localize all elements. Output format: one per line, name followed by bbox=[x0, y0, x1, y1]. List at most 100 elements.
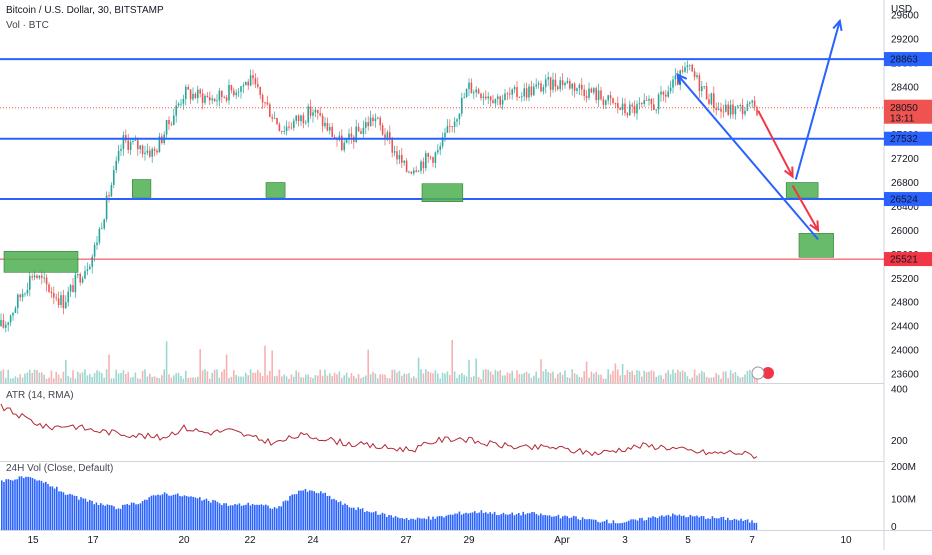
volume-legend[interactable]: Vol · BTC bbox=[6, 20, 49, 31]
price-tick-label: 25200 bbox=[891, 274, 919, 285]
volume-bar bbox=[617, 369, 619, 383]
volume-bar bbox=[355, 378, 357, 383]
candle-body bbox=[739, 105, 741, 106]
vol24-bar bbox=[610, 523, 612, 530]
candle-body bbox=[585, 96, 588, 98]
vol24-bar bbox=[496, 515, 498, 530]
candle-body bbox=[626, 113, 629, 116]
vol24-bar bbox=[452, 514, 454, 530]
volume-bar bbox=[48, 377, 50, 383]
vol24-bar bbox=[115, 509, 117, 530]
volume-bar bbox=[293, 376, 295, 383]
volume-bar bbox=[14, 376, 17, 383]
candle-body bbox=[576, 88, 578, 91]
vol24-legend[interactable]: 24H Vol (Close, Default) bbox=[6, 463, 114, 474]
vol24-bar bbox=[612, 520, 615, 530]
vol24-bar bbox=[245, 504, 247, 530]
vol24-bar bbox=[113, 506, 115, 530]
volume-bar bbox=[26, 372, 29, 383]
projection-arrow-1-head bbox=[783, 166, 794, 179]
vol24-bar bbox=[161, 494, 164, 530]
vol24-bar bbox=[383, 513, 386, 530]
time-tick-label: 29 bbox=[463, 535, 475, 546]
candle-body bbox=[158, 136, 161, 153]
candle-body bbox=[237, 91, 240, 93]
volume-bar bbox=[554, 378, 557, 383]
candle-body bbox=[720, 108, 722, 112]
vol24-bar bbox=[709, 518, 711, 530]
symbol-title[interactable]: Bitcoin / U.S. Dollar, 30, BITSTAMP bbox=[6, 5, 164, 16]
vol24-bar bbox=[680, 515, 683, 530]
vol24-bar bbox=[738, 520, 740, 530]
vol24-bar bbox=[606, 519, 608, 530]
volume-bar bbox=[523, 372, 525, 383]
price-tick-label: 27200 bbox=[891, 154, 919, 165]
candle-body bbox=[485, 96, 487, 99]
vol24-bar bbox=[18, 476, 21, 530]
volume-bar bbox=[161, 375, 163, 383]
volume-bar bbox=[605, 378, 607, 383]
volume-bar bbox=[533, 375, 535, 383]
vol24-bar bbox=[685, 517, 687, 530]
candle-body bbox=[209, 97, 211, 101]
candle-body bbox=[737, 105, 739, 107]
volume-bar bbox=[686, 376, 689, 383]
vol24-bar bbox=[416, 517, 419, 530]
volume-bar bbox=[597, 374, 600, 383]
vol24-bar bbox=[568, 518, 571, 530]
vol24-bar bbox=[573, 515, 575, 530]
volume-bar bbox=[122, 370, 125, 383]
volume-bar bbox=[425, 369, 427, 383]
vol24-bar bbox=[504, 514, 507, 530]
volume-bar bbox=[547, 371, 549, 383]
volume-bar bbox=[525, 371, 528, 383]
vol24-bar bbox=[595, 519, 597, 530]
vol24-bar bbox=[634, 519, 637, 530]
vol24-bar bbox=[493, 511, 496, 530]
volume-bar bbox=[103, 377, 105, 383]
vol24-bar bbox=[150, 495, 153, 530]
volume-bar bbox=[427, 371, 429, 383]
candle-body bbox=[2, 320, 5, 328]
vol24-bar bbox=[608, 523, 610, 530]
candle-body bbox=[329, 126, 331, 131]
vol24-bar bbox=[344, 503, 346, 530]
volume-bar bbox=[559, 372, 561, 383]
volume-bar bbox=[391, 369, 393, 383]
candle-body bbox=[641, 103, 643, 105]
volume-bar bbox=[168, 374, 170, 383]
candle-body bbox=[405, 160, 408, 172]
candle-body bbox=[542, 87, 545, 92]
vol24-bar bbox=[482, 513, 485, 530]
candle-body bbox=[17, 294, 19, 309]
volume-bar bbox=[242, 376, 245, 383]
candle-body bbox=[355, 126, 357, 142]
candle-body bbox=[117, 150, 120, 161]
candle-body bbox=[578, 84, 581, 89]
volume-bar bbox=[494, 369, 497, 383]
vol24-bar bbox=[223, 503, 225, 530]
vol24-bar bbox=[190, 496, 192, 530]
vol24-bar bbox=[636, 520, 639, 530]
vol24-bar bbox=[454, 513, 456, 530]
volume-bar bbox=[420, 369, 422, 383]
volume-bar bbox=[720, 378, 722, 383]
candle-body bbox=[48, 284, 50, 292]
volume-bar bbox=[417, 357, 420, 383]
vol24-bar bbox=[300, 490, 302, 530]
candle-body bbox=[105, 195, 108, 220]
volume-bar bbox=[607, 369, 609, 383]
vol24-bar bbox=[34, 479, 36, 530]
vol24-bar bbox=[355, 509, 357, 530]
candle-body bbox=[756, 107, 758, 116]
vol24-bar bbox=[207, 500, 210, 530]
candle-body bbox=[98, 228, 101, 243]
candle-body bbox=[302, 115, 305, 124]
candle-body bbox=[249, 75, 252, 86]
volume-bar bbox=[583, 371, 585, 383]
candle-body bbox=[213, 98, 216, 102]
atr-legend[interactable]: ATR (14, RMA) bbox=[6, 390, 74, 401]
vol24-bar bbox=[359, 508, 362, 530]
